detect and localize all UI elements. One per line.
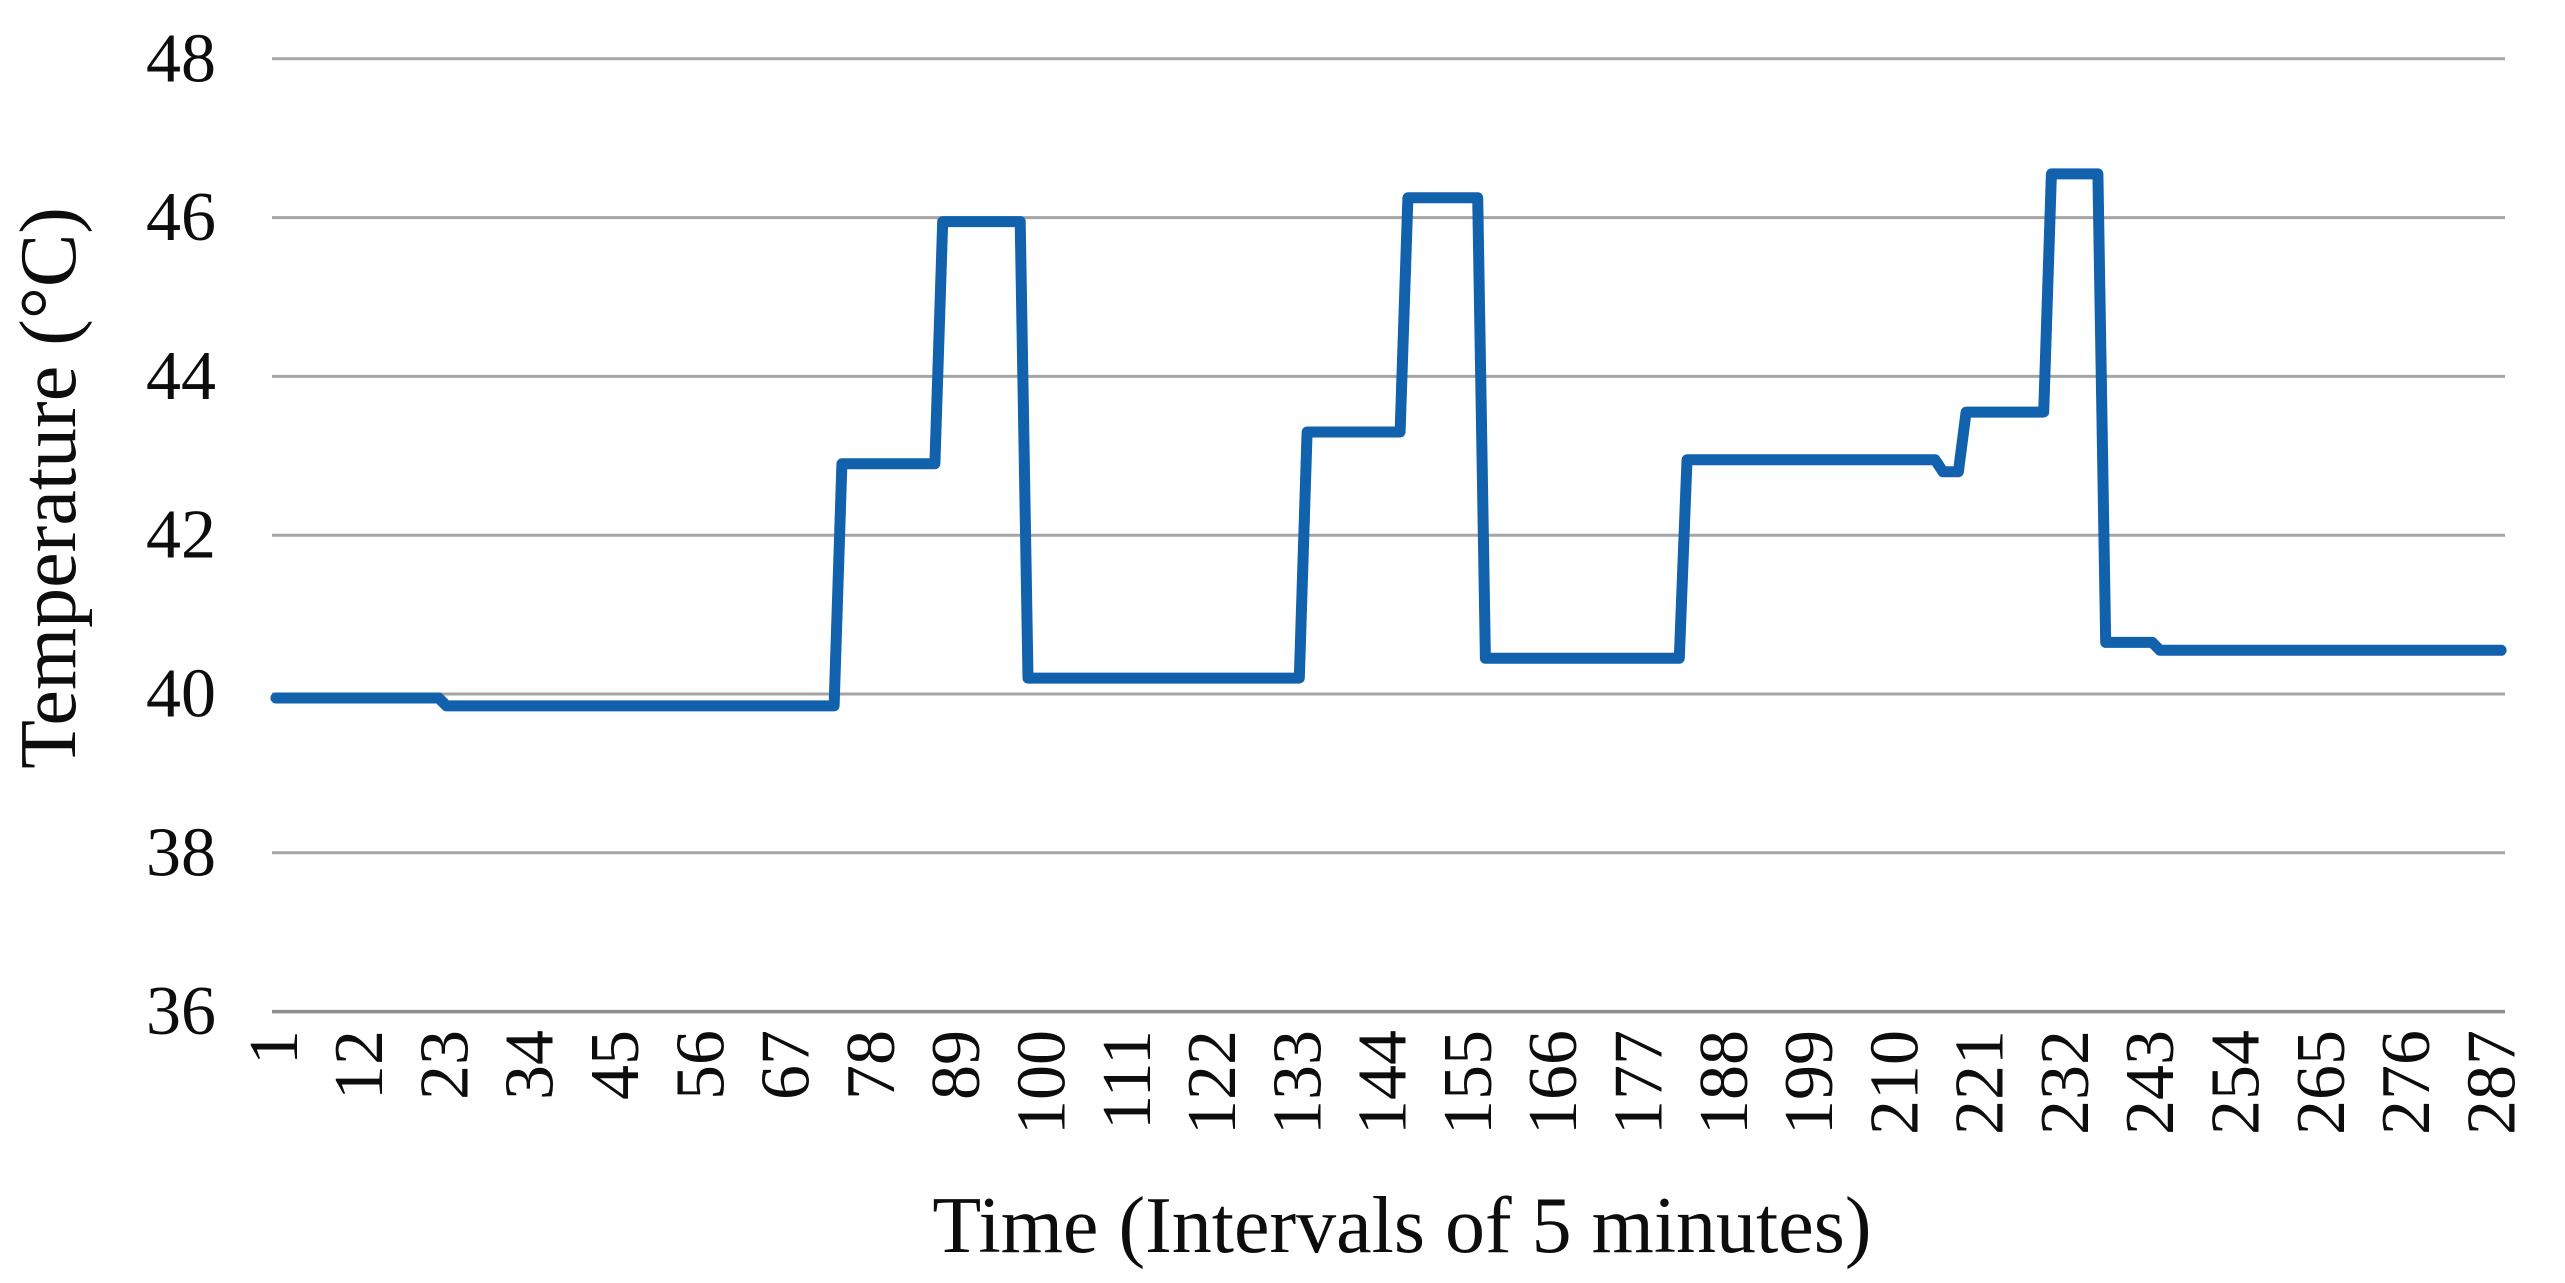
x-tick-label: 100 xyxy=(1003,1030,1080,1135)
x-tick-label: 122 xyxy=(1174,1030,1251,1135)
x-tick-label: 56 xyxy=(662,1030,739,1100)
x-axis-title: Time (Intervals of 5 minutes) xyxy=(932,1182,1871,1270)
x-tick-label: 67 xyxy=(748,1030,825,1100)
y-tick-label: 44 xyxy=(146,338,216,415)
x-tick-label: 254 xyxy=(2198,1030,2275,1135)
x-tick-label: 232 xyxy=(2027,1030,2104,1135)
x-tick-label: 287 xyxy=(2453,1030,2530,1135)
y-tick-label: 48 xyxy=(146,20,216,97)
y-tick-label: 42 xyxy=(146,497,216,574)
x-tick-label: 243 xyxy=(2112,1030,2189,1135)
gridlines xyxy=(272,57,2505,1014)
x-tick-label: 23 xyxy=(406,1030,483,1100)
temperature-series-line xyxy=(270,168,2507,712)
x-tick-label: 133 xyxy=(1259,1030,1336,1135)
x-tick-label: 34 xyxy=(492,1030,569,1100)
x-tick-label: 166 xyxy=(1515,1030,1592,1135)
y-axis-tick-labels: 36 38 40 42 44 46 48 xyxy=(146,20,216,1050)
x-tick-label: 155 xyxy=(1430,1030,1507,1135)
x-tick-label: 144 xyxy=(1345,1030,1422,1135)
x-tick-label: 89 xyxy=(918,1030,995,1100)
x-tick-label: 78 xyxy=(833,1030,910,1100)
x-tick-label: 1 xyxy=(236,1030,313,1065)
y-tick-label: 40 xyxy=(146,656,216,733)
x-axis-tick-labels: 1 12 23 34 45 56 67 78 89 100 111 122 133 144 155 166 17… xyxy=(236,1030,2530,1135)
y-tick-label: 38 xyxy=(146,814,216,891)
x-tick-label: 12 xyxy=(321,1030,398,1100)
x-tick-label: 276 xyxy=(2368,1030,2445,1135)
x-tick-label: 210 xyxy=(1856,1030,1933,1135)
x-tick-label: 221 xyxy=(1942,1030,2019,1135)
y-tick-label: 46 xyxy=(146,179,216,256)
x-tick-label: 188 xyxy=(1686,1030,1763,1135)
y-axis-title: Temperature (°C) xyxy=(5,207,93,769)
x-tick-label: 199 xyxy=(1771,1030,1848,1135)
x-tick-label: 111 xyxy=(1089,1030,1166,1130)
x-tick-label: 45 xyxy=(577,1030,654,1100)
y-tick-label: 36 xyxy=(146,973,216,1050)
x-tick-label: 265 xyxy=(2283,1030,2360,1135)
x-tick-label: 177 xyxy=(1600,1030,1677,1135)
